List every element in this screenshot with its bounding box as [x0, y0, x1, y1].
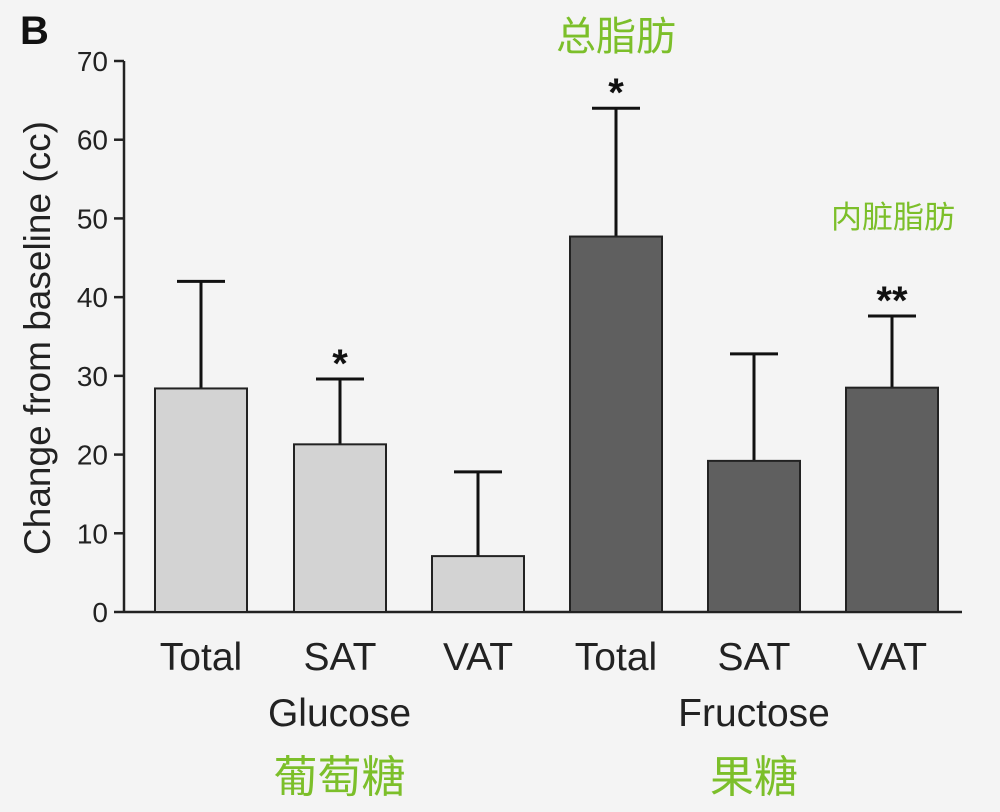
x-tick-label: SAT [718, 636, 791, 679]
y-tick-label: 10 [77, 518, 108, 549]
bar [845, 386, 939, 613]
bar-annotation: 内脏脂肪 [831, 200, 955, 235]
y-tick-label: 40 [77, 282, 108, 313]
y-tick-label: 0 [92, 597, 108, 628]
y-tick-label: 20 [77, 440, 108, 471]
significance-marker: * [332, 342, 348, 386]
x-tick-label: VAT [443, 636, 513, 679]
bar [569, 235, 663, 613]
bar [431, 555, 525, 613]
y-tick-label: 50 [77, 203, 108, 234]
bar [293, 443, 387, 613]
x-tick-label: SAT [304, 636, 377, 679]
group-label: Fructose [678, 692, 830, 735]
x-tick-label: Total [160, 636, 242, 679]
y-tick-label: 30 [77, 361, 108, 392]
group-annotation: 葡萄糖 [274, 753, 406, 802]
x-tick-label: VAT [857, 636, 927, 679]
bar-annotation: 总脂肪 [556, 15, 676, 59]
significance-marker: * [608, 71, 624, 115]
plot-area: 0 10 20 30 40 50 60 70 Total * SAT VAT * Total SAT ** VA… [77, 15, 962, 802]
y-tick-label: 70 [77, 46, 108, 77]
bar [154, 387, 248, 613]
group-annotation: 果糖 [710, 753, 798, 802]
y-axis-label: Change from baseline (cc) [17, 121, 58, 555]
significance-marker: ** [876, 279, 908, 323]
x-tick-label: Total [575, 636, 657, 679]
bar [707, 459, 801, 613]
panel-label: B [20, 9, 49, 53]
group-label: Glucose [268, 692, 411, 735]
y-tick-label: 60 [77, 125, 108, 156]
